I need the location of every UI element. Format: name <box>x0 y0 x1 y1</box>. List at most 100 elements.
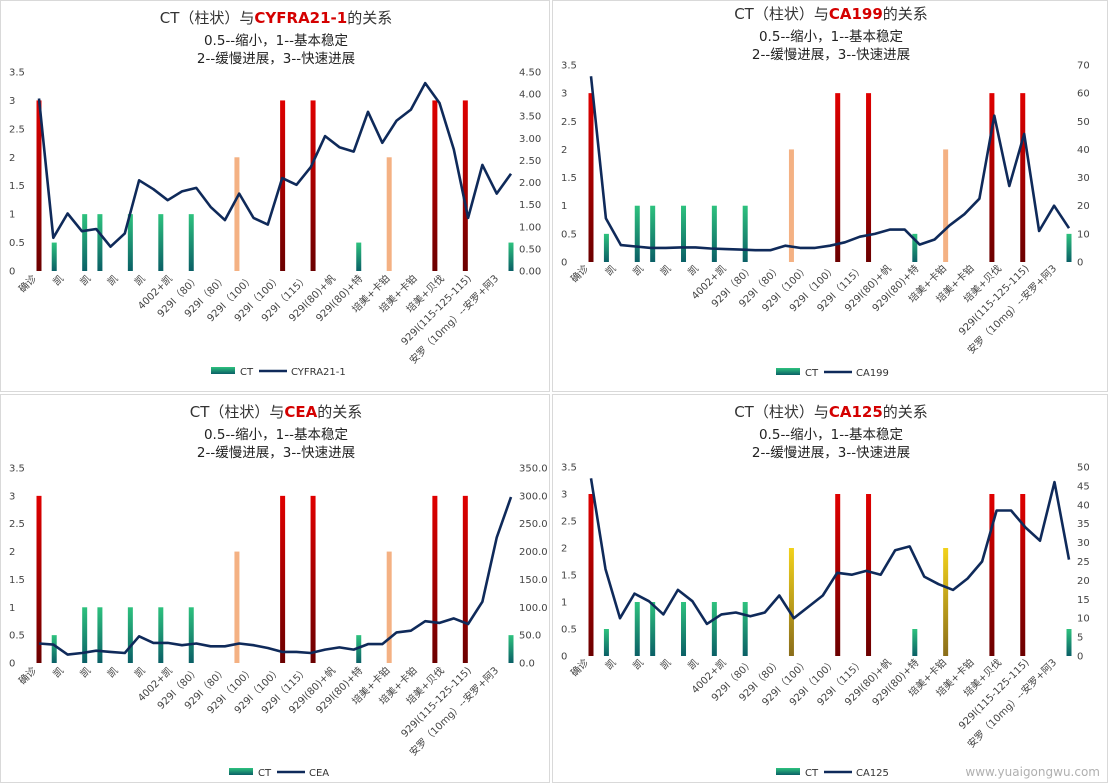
y-left-tick: 2.5 <box>561 117 577 128</box>
category-label: 确诊 <box>16 272 39 295</box>
y-left-tick: 3 <box>561 490 567 501</box>
y-left-tick: 1.5 <box>561 571 577 582</box>
chart-title: CT（柱状）与CEA的关系 <box>190 403 363 421</box>
legend: CT CA199 <box>776 368 889 379</box>
legend-line-label: CA199 <box>856 368 889 379</box>
y-right-tick: 50 <box>1077 117 1090 128</box>
y-left-tick: 2.5 <box>561 517 577 528</box>
marker-line <box>38 496 513 656</box>
y-left-tick: 3 <box>561 89 567 100</box>
category-label: 凯 <box>630 262 646 278</box>
y-left-tick: 0.5 <box>561 229 577 240</box>
ct-bar <box>280 100 286 271</box>
y-left-tick: 3.5 <box>9 68 25 79</box>
category-label: 929I（115） <box>815 657 867 709</box>
ct-bar <box>97 214 103 271</box>
y-left-tick: 3.5 <box>561 61 577 72</box>
y-left-tick: 3 <box>9 96 15 107</box>
ct-bar <box>711 602 717 656</box>
ct-bar <box>508 242 514 271</box>
chart-subtitle-line2: 2--缓慢进展，3--快速进展 <box>197 50 355 67</box>
legend-line-label: CA125 <box>856 768 889 779</box>
y-right-tick: 10 <box>1077 614 1090 625</box>
y-right-tick: 40 <box>1077 500 1090 511</box>
y-left-tick: 1.5 <box>9 181 25 192</box>
ct-bar <box>681 602 687 656</box>
chart-subtitle-line1: 0.5--缩小，1--基本稳定 <box>759 28 903 45</box>
category-label: 凯 <box>50 664 66 680</box>
y-right-tick: 5 <box>1077 633 1083 644</box>
y-right-tick: 30 <box>1077 538 1090 549</box>
y-right-tick: 100.0 <box>519 603 548 614</box>
y-right-tick: 60 <box>1077 89 1090 100</box>
category-label: 凯 <box>630 656 646 672</box>
y-right-tick: 200.0 <box>519 547 548 558</box>
y-left-tick: 1 <box>561 201 567 212</box>
ct-bar <box>310 495 316 663</box>
ct-bar <box>989 93 995 263</box>
category-label: 凯 <box>50 272 66 288</box>
y-right-tick: 20 <box>1077 201 1090 212</box>
chart-subtitle-line2: 2--缓慢进展，3--快速进展 <box>197 444 355 461</box>
y-right-tick: 20 <box>1077 576 1090 587</box>
category-label: 确诊 <box>568 262 591 285</box>
category-label: 929I(80)+特 <box>314 273 366 325</box>
ct-bar <box>1020 494 1026 656</box>
ct-bar <box>158 214 164 271</box>
legend-ct-swatch <box>776 768 800 775</box>
y-right-tick: 3.00 <box>519 134 541 145</box>
y-right-tick: 2.50 <box>519 156 541 167</box>
ct-bar <box>432 100 438 271</box>
ct-bar <box>432 495 438 663</box>
ct-bar <box>634 602 640 656</box>
category-label: 凯 <box>77 664 93 680</box>
y-right-tick: 150.0 <box>519 575 548 586</box>
chart-cyfra21-1: CT（柱状）与CYFRA21-1的关系 0.5--缩小，1--基本稳定 2--缓慢进… <box>0 0 550 392</box>
category-label: 凯 <box>132 272 148 288</box>
category-label: 凯 <box>104 272 120 288</box>
y-right-tick: 25 <box>1077 557 1090 568</box>
ct-bar <box>51 635 57 663</box>
category-label: 929I（115） <box>815 263 867 315</box>
chart-subtitle-line2: 2--缓慢进展，3--快速进展 <box>752 46 910 63</box>
watermark: www.yuaigongwu.com <box>965 765 1100 779</box>
ct-bar <box>386 551 392 663</box>
ct-bar <box>742 602 748 656</box>
legend: CT CYFRA21-1 <box>211 367 346 378</box>
y-left-tick: 2 <box>9 547 15 558</box>
ct-bar <box>835 93 841 263</box>
category-label: 929I（100） <box>205 273 257 325</box>
ct-bar <box>234 157 240 271</box>
ct-bar <box>603 233 609 262</box>
y-left-tick: 1 <box>9 603 15 614</box>
y-left-tick: 2 <box>561 145 567 156</box>
legend-ct-label: CT <box>805 368 819 379</box>
ct-bar <box>634 205 640 262</box>
category-label: 凯 <box>602 656 618 672</box>
category-label: 929I（100） <box>205 665 257 717</box>
ct-bar <box>943 149 949 262</box>
marker-line <box>37 81 513 248</box>
ct-bar <box>386 157 392 271</box>
y-left-tick: 1.5 <box>9 575 25 586</box>
y-right-tick: 50 <box>1077 463 1090 474</box>
category-label: 凯 <box>657 262 673 278</box>
ct-bar <box>462 495 468 663</box>
ct-bar <box>650 602 656 656</box>
ct-bar <box>82 214 88 271</box>
y-left-tick: 0 <box>561 258 567 269</box>
y-right-tick: 2.00 <box>519 178 541 189</box>
y-left-tick: 1 <box>9 210 15 221</box>
legend: CT CA125 <box>776 768 889 779</box>
y-right-tick: 40 <box>1077 145 1090 156</box>
category-label: 929I(80)+特 <box>314 665 366 717</box>
y-right-tick: 1.50 <box>519 200 541 211</box>
y-right-tick: 0 <box>1077 258 1083 269</box>
y-right-tick: 300.0 <box>519 491 548 502</box>
y-right-tick: 70 <box>1077 61 1090 72</box>
legend: CT CEA <box>229 768 329 779</box>
y-right-tick: 0 <box>1077 652 1083 663</box>
chart-subtitle-line1: 0.5--缩小，1--基本稳定 <box>759 426 903 443</box>
ct-bar <box>234 551 240 663</box>
y-right-tick: 50.0 <box>519 631 541 642</box>
